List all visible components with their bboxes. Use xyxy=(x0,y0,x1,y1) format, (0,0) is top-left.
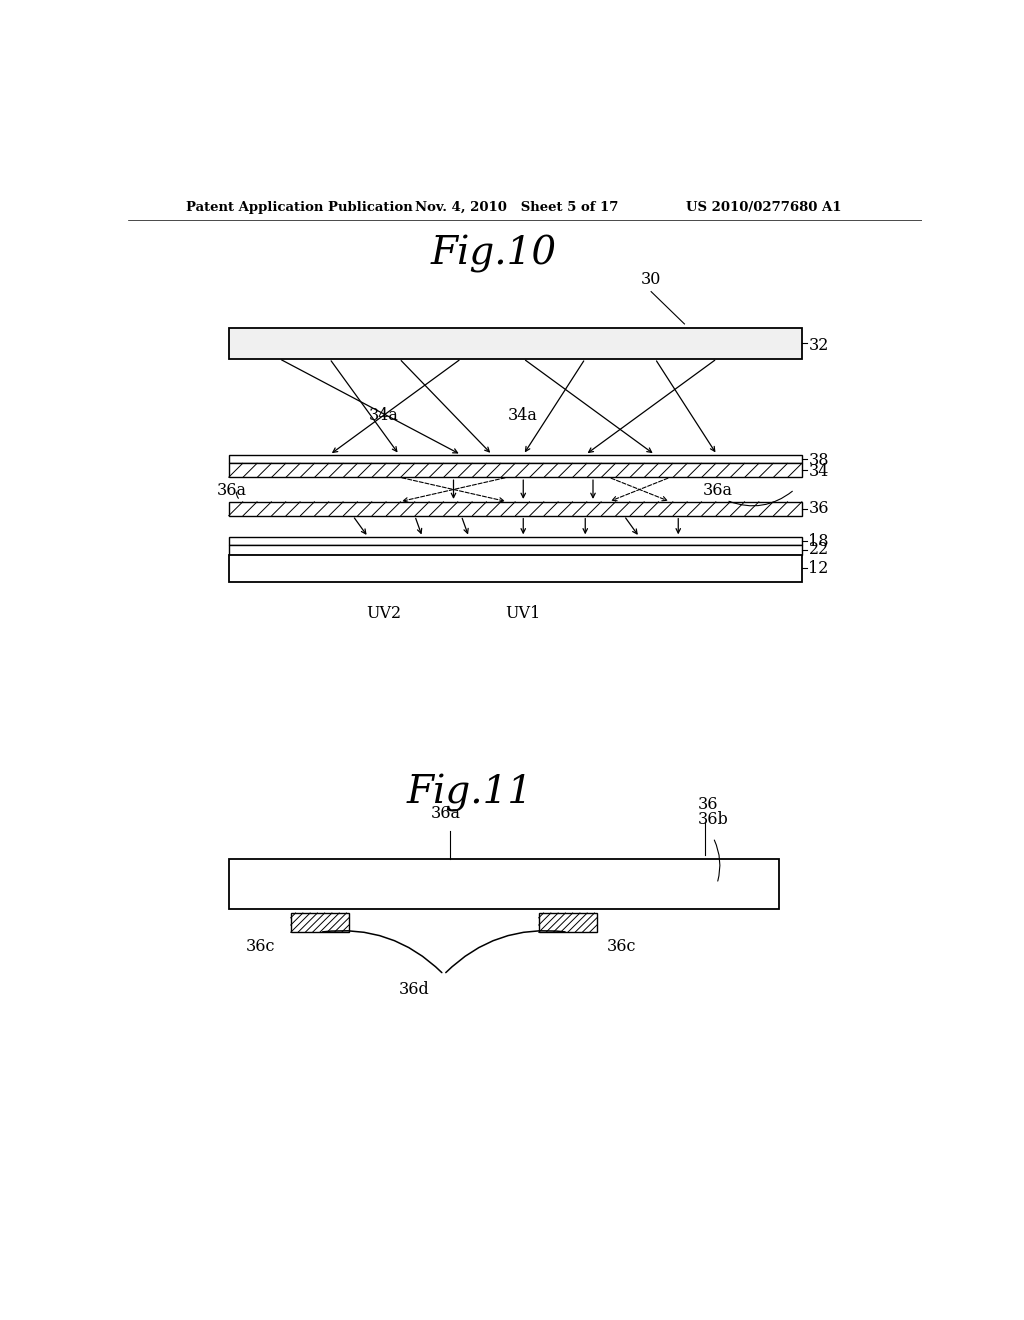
Text: 30: 30 xyxy=(641,271,662,288)
Bar xyxy=(228,859,779,909)
Text: UV1: UV1 xyxy=(506,605,541,622)
Bar xyxy=(228,455,802,463)
Text: 22: 22 xyxy=(809,541,828,558)
Text: Patent Application Publication: Patent Application Publication xyxy=(186,201,413,214)
Text: US 2010/0277680 A1: US 2010/0277680 A1 xyxy=(686,201,842,214)
Bar xyxy=(228,554,802,582)
Bar xyxy=(228,502,802,516)
Text: 12: 12 xyxy=(809,560,828,577)
Text: Fig.10: Fig.10 xyxy=(430,235,556,273)
Bar xyxy=(291,913,349,932)
Text: 36c: 36c xyxy=(246,939,275,956)
Text: 36: 36 xyxy=(809,500,829,517)
Text: 34a: 34a xyxy=(369,407,398,424)
Text: 38: 38 xyxy=(809,453,829,469)
Text: UV2: UV2 xyxy=(367,605,401,622)
Text: 34a: 34a xyxy=(508,407,538,424)
Bar xyxy=(539,913,597,932)
Text: Nov. 4, 2010   Sheet 5 of 17: Nov. 4, 2010 Sheet 5 of 17 xyxy=(415,201,618,214)
Text: 36b: 36b xyxy=(697,812,728,829)
Text: 36: 36 xyxy=(697,796,718,813)
Text: 36a: 36a xyxy=(703,482,733,499)
Text: Fig.11: Fig.11 xyxy=(407,775,534,812)
Text: 36a: 36a xyxy=(430,805,460,822)
Text: 32: 32 xyxy=(809,337,828,354)
Text: 36a: 36a xyxy=(217,482,247,499)
Text: 36d: 36d xyxy=(399,981,430,998)
Text: 18: 18 xyxy=(809,532,829,549)
Bar xyxy=(228,327,802,359)
Bar xyxy=(228,545,802,554)
Text: 36c: 36c xyxy=(607,939,637,956)
Text: 34: 34 xyxy=(809,463,828,480)
Bar xyxy=(228,463,802,478)
Bar xyxy=(228,537,802,545)
